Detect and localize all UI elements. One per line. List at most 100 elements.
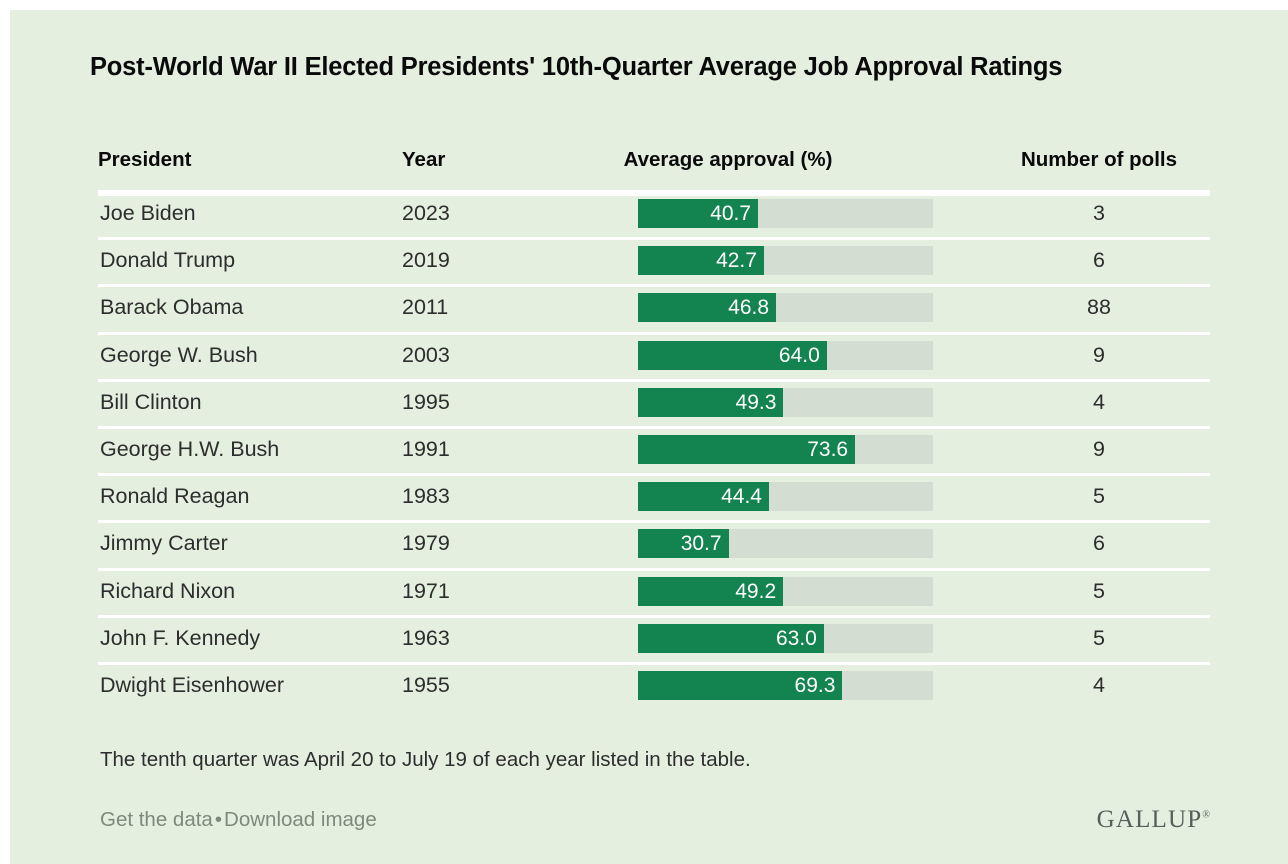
cell-year: 1963 [402,625,450,650]
cell-number-of-polls: 6 [1093,531,1105,556]
table-row: Ronald Reagan 1983 44.4 5 [98,473,1210,520]
row-separator [98,284,1210,288]
column-header-president: President [98,148,192,171]
approval-table: President Year Average approval (%) Numb… [98,148,1210,709]
table-row: George H.W. Bush 1991 73.6 9 [98,425,1210,473]
approval-bar-track: 49.2 [638,576,933,606]
cell-year: 2023 [402,201,450,225]
cell-year: 1991 [402,436,450,461]
cell-president: Jimmy Carter [100,531,228,556]
gallup-logo: GALLUP® [1097,806,1210,834]
approval-bar-value: 40.7 [710,202,752,225]
cell-number-of-polls: 5 [1093,625,1105,650]
approval-bar-fill: 42.7 [638,246,764,276]
table-row: Bill Clinton 1995 49.3 4 [98,378,1210,426]
registered-mark-icon: ® [1202,809,1210,821]
row-separator [98,237,1210,241]
table-row: Donald Trump 2019 42.7 6 [98,237,1210,284]
cell-president: George W. Bush [100,342,258,367]
cell-number-of-polls: 4 [1093,672,1105,697]
approval-bar-value: 73.6 [807,437,849,461]
download-image-link[interactable]: Download image [224,808,377,831]
cell-year: 1995 [402,389,450,414]
approval-bar-track: 69.3 [638,670,933,700]
cell-president: Dwight Eisenhower [100,672,285,697]
cell-number-of-polls: 5 [1093,484,1105,509]
chart-title: Post-World War II Elected Presidents' 10… [90,53,1063,81]
table-row: George W. Bush 2003 64.0 9 [98,331,1210,379]
cell-president: Ronald Reagan [100,484,250,509]
table-header-row: President Year Average approval (%) Numb… [98,148,1210,190]
approval-bar-track: 73.6 [638,434,933,464]
cell-number-of-polls: 4 [1093,389,1105,414]
approval-bar-fill: 49.2 [638,576,784,606]
row-separator [98,520,1210,524]
approval-bar-fill: 30.7 [638,529,729,559]
approval-bar-value: 44.4 [721,485,762,509]
approval-bar-value: 30.7 [680,532,722,556]
approval-bar-fill: 69.3 [638,670,843,700]
cell-president: John F. Kennedy [100,625,261,650]
get-the-data-link[interactable]: Get the data [100,808,213,831]
approval-bar-track: 64.0 [638,340,933,370]
approval-bar-fill: 63.0 [638,623,824,653]
approval-bar-value: 46.8 [728,296,770,320]
table-row: Barack Obama 2011 46.8 88 [98,284,1210,331]
approval-bar-fill: 46.8 [638,293,777,323]
approval-bar-fill: 64.0 [638,340,827,370]
approval-bar-fill: 44.4 [638,482,769,512]
cell-number-of-polls: 88 [1087,295,1111,320]
footer-links: Get the data•Download image [100,808,377,832]
approval-bar-value: 63.0 [775,626,817,650]
header-rule [98,193,1210,196]
row-separator [98,614,1210,618]
approval-bar-track: 42.7 [638,246,933,276]
cell-number-of-polls: 9 [1093,342,1105,367]
table-row: Richard Nixon 1971 49.2 5 [98,567,1210,615]
cell-number-of-polls: 5 [1093,578,1105,603]
approval-bar-value: 49.3 [735,390,777,414]
cell-year: 2003 [402,342,450,367]
approval-bar-fill: 40.7 [638,199,759,228]
cell-president: Donald Trump [100,248,236,273]
cell-year: 1955 [402,672,450,697]
cell-year: 1971 [402,578,450,603]
row-separator [98,425,1210,429]
cell-number-of-polls: 9 [1093,436,1105,461]
row-separator [98,378,1210,382]
approval-bar-value: 64.0 [778,343,820,367]
approval-bar-value: 69.3 [794,673,836,697]
cell-number-of-polls: 3 [1093,201,1105,225]
row-separator [98,567,1210,571]
approval-bar-track: 44.4 [638,482,933,512]
approval-bar-value: 42.7 [716,249,757,273]
approval-bar-track: 40.7 [638,199,933,228]
cell-year: 1979 [402,531,450,556]
table-row: John F. Kennedy 1963 63.0 5 [98,614,1210,662]
cell-president: Bill Clinton [100,389,202,414]
approval-bar-track: 30.7 [638,529,933,559]
cell-year: 1983 [402,484,450,509]
chart-footnote: The tenth quarter was April 20 to July 1… [100,748,751,771]
footer-separator: • [214,808,223,831]
table-body: Joe Biden 2023 40.7 3 Donald Trump 2019 42.7 6 B… [98,190,1210,709]
approval-bar-fill: 49.3 [638,387,784,417]
column-header-number-of-polls: Number of polls [1020,148,1178,171]
approval-bar-track: 46.8 [638,293,933,323]
table-row: Jimmy Carter 1979 30.7 6 [98,520,1210,567]
cell-year: 2011 [402,295,449,320]
cell-number-of-polls: 6 [1093,248,1105,273]
cell-president: Barack Obama [100,295,244,320]
column-header-average-approval: Average approval (%) [623,148,833,171]
approval-bar-fill: 73.6 [638,434,856,464]
row-separator [98,190,1210,193]
approval-bar-track: 63.0 [638,623,933,653]
row-separator [98,661,1210,665]
cell-president: Joe Biden [100,201,196,225]
row-separator [98,331,1210,335]
row-separator [98,473,1210,477]
table-row: Dwight Eisenhower 1955 69.3 4 [98,661,1210,709]
gallup-logo-text: GALLUP [1096,806,1203,833]
table-row: Joe Biden 2023 40.7 3 [98,190,1210,237]
chart-card: Post-World War II Elected Presidents' 10… [10,10,1288,864]
